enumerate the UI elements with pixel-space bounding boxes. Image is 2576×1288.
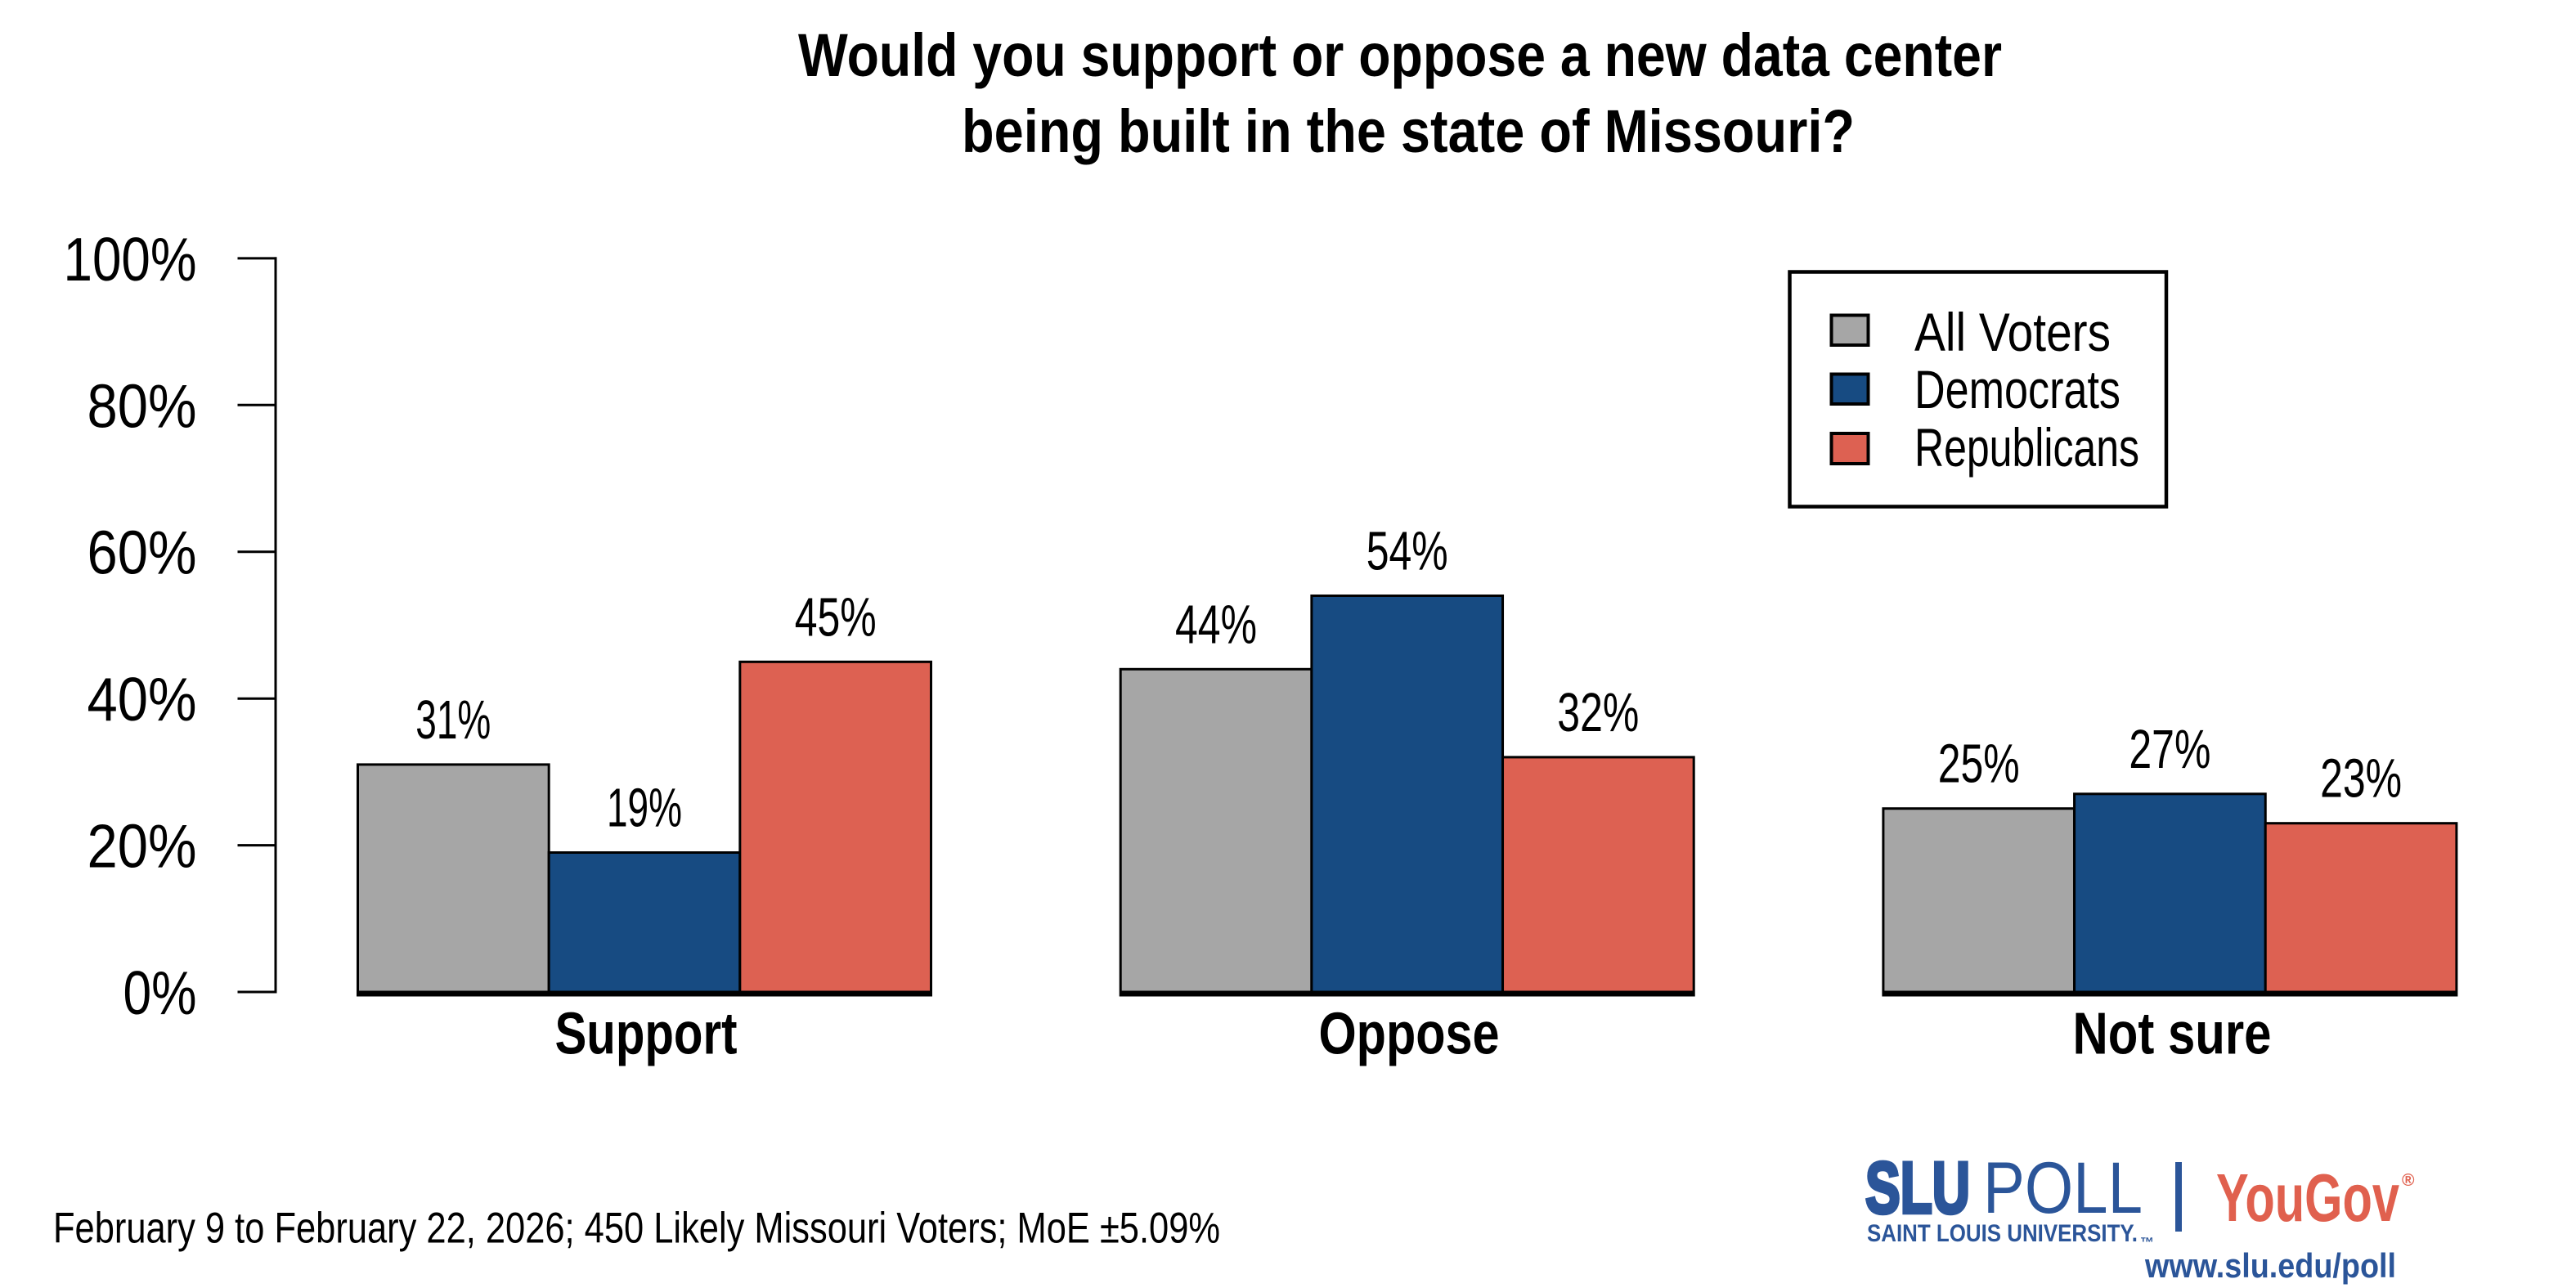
svg-text:40%: 40% — [88, 665, 197, 734]
svg-text:27%: 27% — [2129, 719, 2210, 780]
svg-text:SLU: SLU — [1865, 1147, 1970, 1228]
svg-text:February 9 to February 22, 202: February 9 to February 22, 2026; 450 Lik… — [53, 1205, 1220, 1253]
svg-text:19%: 19% — [607, 778, 682, 839]
svg-text:POLL: POLL — [1983, 1147, 2143, 1228]
svg-text:®: ® — [2402, 1171, 2415, 1190]
svg-text:™: ™ — [2140, 1235, 2154, 1250]
svg-text:www.slu.edu/poll: www.slu.edu/poll — [2144, 1246, 2396, 1285]
svg-text:45%: 45% — [795, 586, 877, 648]
svg-text:YouGov: YouGov — [2216, 1160, 2399, 1236]
svg-text:44%: 44% — [1175, 594, 1257, 655]
svg-text:All Voters: All Voters — [1914, 302, 2111, 362]
svg-text:Democrats: Democrats — [1914, 359, 2120, 420]
svg-text:32%: 32% — [1557, 682, 1639, 743]
svg-text:Not sure: Not sure — [2073, 1002, 2272, 1067]
svg-text:SAINT LOUIS UNIVERSITY.: SAINT LOUIS UNIVERSITY. — [1867, 1220, 2138, 1247]
svg-text:60%: 60% — [88, 518, 197, 587]
svg-text:Would you support or oppose a: Would you support or oppose a new data c… — [798, 21, 2002, 89]
svg-text:being built in the state of Mi: being built in the state of Missouri? — [962, 97, 1855, 165]
svg-text:Oppose: Oppose — [1319, 1002, 1500, 1067]
svg-text:20%: 20% — [88, 812, 197, 881]
svg-text:25%: 25% — [1938, 734, 2020, 795]
svg-text:23%: 23% — [2320, 748, 2402, 810]
svg-text:Support: Support — [555, 1002, 738, 1067]
svg-text:31%: 31% — [415, 689, 491, 751]
svg-text:54%: 54% — [1367, 521, 1448, 582]
svg-text:0%: 0% — [123, 958, 197, 1027]
svg-text:Republicans: Republicans — [1914, 417, 2139, 478]
svg-text:100%: 100% — [64, 225, 197, 294]
svg-text:80%: 80% — [88, 371, 197, 440]
